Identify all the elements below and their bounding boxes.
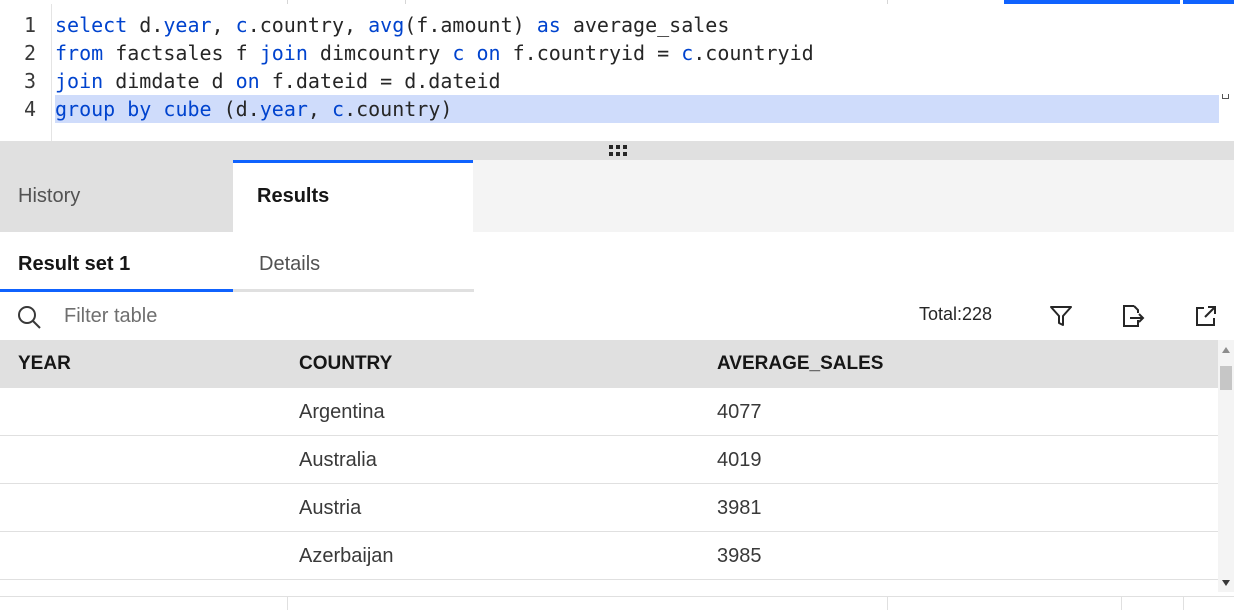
sql-keyword: as <box>536 13 561 37</box>
table-header: YEAR COUNTRY AVERAGE_SALES <box>0 340 1218 388</box>
tab-result-set-1[interactable]: Result set 1 <box>0 232 233 292</box>
editor-edge-marker <box>1222 94 1229 99</box>
sql-keyword: join <box>55 69 104 93</box>
cell-country: Australia <box>299 449 377 471</box>
code-text[interactable]: join dimdate d on f.dateid = d.dateid <box>55 67 505 95</box>
resize-splitter[interactable] <box>0 141 1234 160</box>
code-line[interactable]: 3 join dimdate d on f.dateid = d.dateid <box>0 67 1234 95</box>
open-external-button[interactable] <box>1188 298 1224 334</box>
cell-average-sales: 4077 <box>717 401 762 423</box>
table-toolbar: Total:228 <box>0 292 1234 340</box>
line-number: 1 <box>23 13 36 37</box>
sql-keyword: join <box>259 41 308 65</box>
code-text[interactable]: group by cube (d.year, c.country) <box>55 95 1219 123</box>
sql-keyword: from <box>55 41 104 65</box>
result-subtabs: Result set 1 Details <box>0 232 1234 292</box>
pagination-strip <box>0 596 1234 610</box>
cell-country: Argentina <box>299 401 385 423</box>
sql-keyword: select <box>55 13 128 37</box>
sql-text: .countryid <box>693 41 814 65</box>
sql-keyword: c <box>332 97 345 121</box>
table-row[interactable]: Argentina 4077 <box>0 388 1218 436</box>
sql-keyword: on <box>235 69 260 93</box>
sql-keyword: group <box>55 97 116 121</box>
sql-text: .country, <box>247 13 369 37</box>
line-number: 2 <box>23 41 36 65</box>
cell-country: Azerbaijan <box>299 545 394 567</box>
sql-text <box>151 97 163 121</box>
sql-keyword: by <box>127 97 152 121</box>
open-external-icon <box>1196 306 1216 326</box>
column-header-average-sales[interactable]: AVERAGE_SALES <box>717 353 884 374</box>
code-line[interactable]: 2 from factsales f join dimcountry c on f… <box>0 39 1234 67</box>
cell-average-sales: 4019 <box>717 449 762 471</box>
filter-table-input[interactable] <box>64 300 664 332</box>
tab-history[interactable]: History <box>0 160 233 232</box>
column-header-country[interactable]: COUNTRY <box>299 353 393 374</box>
code-line[interactable]: 1 select d.year, c.country, avg(f.amount)… <box>0 11 1234 39</box>
code-text[interactable]: select d.year, c.country, avg(f.amount) … <box>55 11 733 39</box>
sql-text: , <box>307 97 333 121</box>
drag-handle-icon[interactable] <box>609 145 627 156</box>
sql-editor[interactable]: 1 select d.year, c.country, avg(f.amount)… <box>0 0 1234 141</box>
sql-text: .country) <box>344 97 453 121</box>
code-text[interactable]: from factsales f join dimcountry c on f.… <box>55 39 818 67</box>
scroll-down-arrow-icon[interactable] <box>1222 580 1230 586</box>
results-table: YEAR COUNTRY AVERAGE_SALES Argentina 407… <box>0 340 1218 610</box>
sql-text: f.dateid = d.dateid <box>259 69 501 93</box>
table-scrollbar[interactable] <box>1218 340 1234 592</box>
sql-text: f.countryid = <box>500 41 682 65</box>
code-line[interactable]: 4 group by cube (d.year, c.country) <box>0 95 1234 123</box>
filter-icon <box>1050 306 1072 326</box>
table-row[interactable]: Azerbaijan 3985 <box>0 532 1218 580</box>
sql-keyword: on <box>476 41 501 65</box>
sql-keyword: year <box>259 97 308 121</box>
panel-tabs: History Results <box>0 160 1234 232</box>
line-number: 4 <box>23 97 36 121</box>
export-button[interactable] <box>1114 298 1150 334</box>
filter-button[interactable] <box>1043 298 1079 334</box>
tab-details[interactable]: Details <box>233 232 474 292</box>
export-icon <box>1123 305 1145 327</box>
search-icon <box>18 306 41 329</box>
sql-text: (d. <box>211 97 260 121</box>
line-number-gutter <box>0 4 52 141</box>
sql-text: dimcountry <box>307 41 453 65</box>
sql-text: dimdate d <box>103 69 236 93</box>
sql-keyword: c <box>235 13 248 37</box>
column-header-year[interactable]: YEAR <box>18 353 71 374</box>
tab-results[interactable]: Results <box>233 160 473 232</box>
sql-keyword: cube <box>163 97 212 121</box>
cell-average-sales: 3981 <box>717 497 762 519</box>
line-number: 3 <box>23 69 36 93</box>
table-row[interactable]: Australia 4019 <box>0 436 1218 484</box>
sql-keyword: c <box>452 41 465 65</box>
sql-keyword: c <box>681 41 694 65</box>
sql-text: , <box>211 13 236 37</box>
scroll-thumb[interactable] <box>1220 366 1232 390</box>
cell-country: Austria <box>299 497 362 519</box>
sql-text: factsales f <box>103 41 260 65</box>
table-row[interactable]: Austria 3981 <box>0 484 1218 532</box>
cell-average-sales: 3985 <box>717 545 762 567</box>
sql-keyword: avg <box>368 13 405 37</box>
sql-text <box>115 97 127 121</box>
sql-text: d. <box>127 13 164 37</box>
editor-top-strip <box>0 0 1234 4</box>
sql-text: average_sales <box>560 13 730 37</box>
scroll-up-arrow-icon[interactable] <box>1222 347 1230 353</box>
total-count: Total:228 <box>919 304 993 324</box>
sql-text <box>464 41 476 65</box>
sql-keyword: year <box>163 13 212 37</box>
sql-text: (f.amount) <box>404 13 537 37</box>
